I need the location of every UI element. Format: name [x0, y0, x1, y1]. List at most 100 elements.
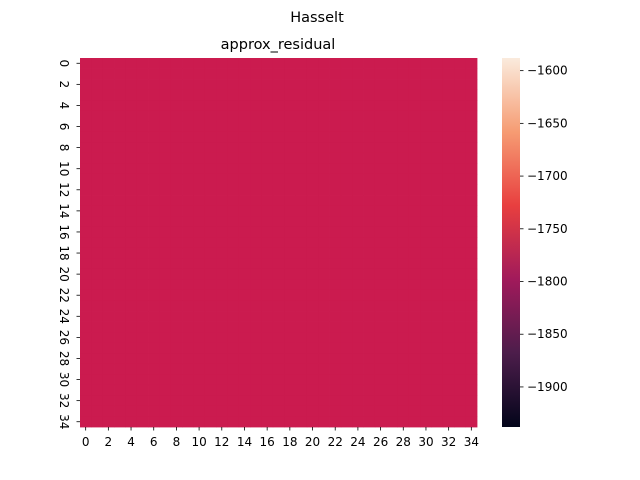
heatmap-cell: [443, 79, 455, 90]
heatmap-cell: [364, 132, 376, 143]
heatmap-cell: [216, 364, 228, 375]
x-tick-label: 34: [464, 435, 479, 449]
heatmap-cell: [330, 163, 342, 174]
heatmap-cell: [386, 163, 398, 174]
heatmap-cell: [364, 227, 376, 238]
heatmap-cell: [284, 58, 296, 69]
heatmap-cell: [137, 332, 149, 343]
heatmap-cell: [284, 153, 296, 164]
heatmap-cell: [227, 227, 239, 238]
heatmap-cell: [114, 269, 126, 280]
heatmap-cell: [398, 385, 410, 396]
heatmap-cell: [114, 237, 126, 248]
heatmap-cell: [466, 58, 478, 69]
heatmap-cell: [171, 290, 183, 301]
heatmap-cell: [159, 374, 171, 385]
heatmap-cell: [125, 227, 137, 238]
heatmap-cell: [375, 322, 387, 333]
heatmap-cell: [307, 69, 319, 80]
heatmap-cell: [330, 79, 342, 90]
heatmap-cell: [227, 385, 239, 396]
heatmap-cell: [205, 195, 217, 206]
heatmap-cell: [307, 132, 319, 143]
heatmap-cell: [273, 300, 285, 311]
heatmap-cell: [330, 364, 342, 375]
heatmap-cell: [125, 132, 137, 143]
heatmap-cell: [432, 216, 444, 227]
heatmap-cell: [341, 406, 353, 417]
heatmap-cell: [318, 395, 330, 406]
heatmap-cell: [159, 237, 171, 248]
heatmap-cell: [261, 132, 273, 143]
heatmap-cell: [159, 300, 171, 311]
heatmap-cell: [420, 332, 432, 343]
heatmap-cell: [307, 385, 319, 396]
heatmap-cell: [205, 206, 217, 217]
heatmap-cell: [307, 121, 319, 132]
heatmap-cell: [432, 174, 444, 185]
heatmap-cell: [148, 195, 160, 206]
heatmap-cell: [205, 311, 217, 322]
heatmap-cell: [261, 237, 273, 248]
heatmap-cell: [261, 269, 273, 280]
heatmap-cell: [125, 153, 137, 164]
heatmap-cell: [193, 142, 205, 153]
heatmap-cell: [273, 385, 285, 396]
heatmap-cell: [80, 332, 92, 343]
heatmap-cell: [193, 163, 205, 174]
heatmap-cell: [91, 58, 103, 69]
heatmap-cell: [193, 416, 205, 427]
heatmap-cell: [261, 385, 273, 396]
heatmap-cell: [125, 311, 137, 322]
heatmap-cell: [352, 237, 364, 248]
heatmap-cell: [216, 416, 228, 427]
heatmap-cell: [466, 111, 478, 122]
heatmap-cell: [80, 258, 92, 269]
heatmap-cell: [80, 153, 92, 164]
heatmap-cell: [261, 153, 273, 164]
heatmap-cell: [375, 258, 387, 269]
heatmap-cell: [114, 79, 126, 90]
heatmap-cell: [103, 322, 115, 333]
heatmap-cell: [216, 90, 228, 101]
heatmap-cell: [296, 121, 308, 132]
heatmap-cell: [375, 174, 387, 185]
heatmap-cell: [454, 279, 466, 290]
heatmap-cell: [103, 132, 115, 143]
heatmap-cell: [318, 406, 330, 417]
heatmap-cell: [137, 142, 149, 153]
heatmap-cell: [341, 332, 353, 343]
heatmap-cell: [205, 79, 217, 90]
heatmap-cell: [159, 364, 171, 375]
heatmap-cell: [159, 343, 171, 354]
heatmap-cell: [239, 79, 251, 90]
heatmap-cell: [182, 395, 194, 406]
heatmap-cell: [318, 163, 330, 174]
heatmap-cell: [454, 248, 466, 259]
heatmap-cell: [409, 100, 421, 111]
heatmap-cell: [386, 100, 398, 111]
heatmap-cell: [409, 79, 421, 90]
heatmap-cell: [318, 258, 330, 269]
heatmap-cell: [216, 132, 228, 143]
heatmap-cell: [341, 248, 353, 259]
heatmap-cell: [250, 374, 262, 385]
heatmap-cell: [205, 100, 217, 111]
y-tick-label: 10: [57, 161, 71, 176]
heatmap-cell: [159, 258, 171, 269]
heatmap-cell: [318, 121, 330, 132]
heatmap-cell: [182, 79, 194, 90]
heatmap-cell: [137, 185, 149, 196]
heatmap-cell: [80, 406, 92, 417]
heatmap-cell: [137, 227, 149, 238]
heatmap-cell: [443, 353, 455, 364]
heatmap-cell: [284, 353, 296, 364]
heatmap-cell: [239, 142, 251, 153]
heatmap-cell: [432, 248, 444, 259]
heatmap-cell: [205, 416, 217, 427]
heatmap-cell: [318, 300, 330, 311]
heatmap-cell: [284, 269, 296, 280]
heatmap-cell: [148, 332, 160, 343]
